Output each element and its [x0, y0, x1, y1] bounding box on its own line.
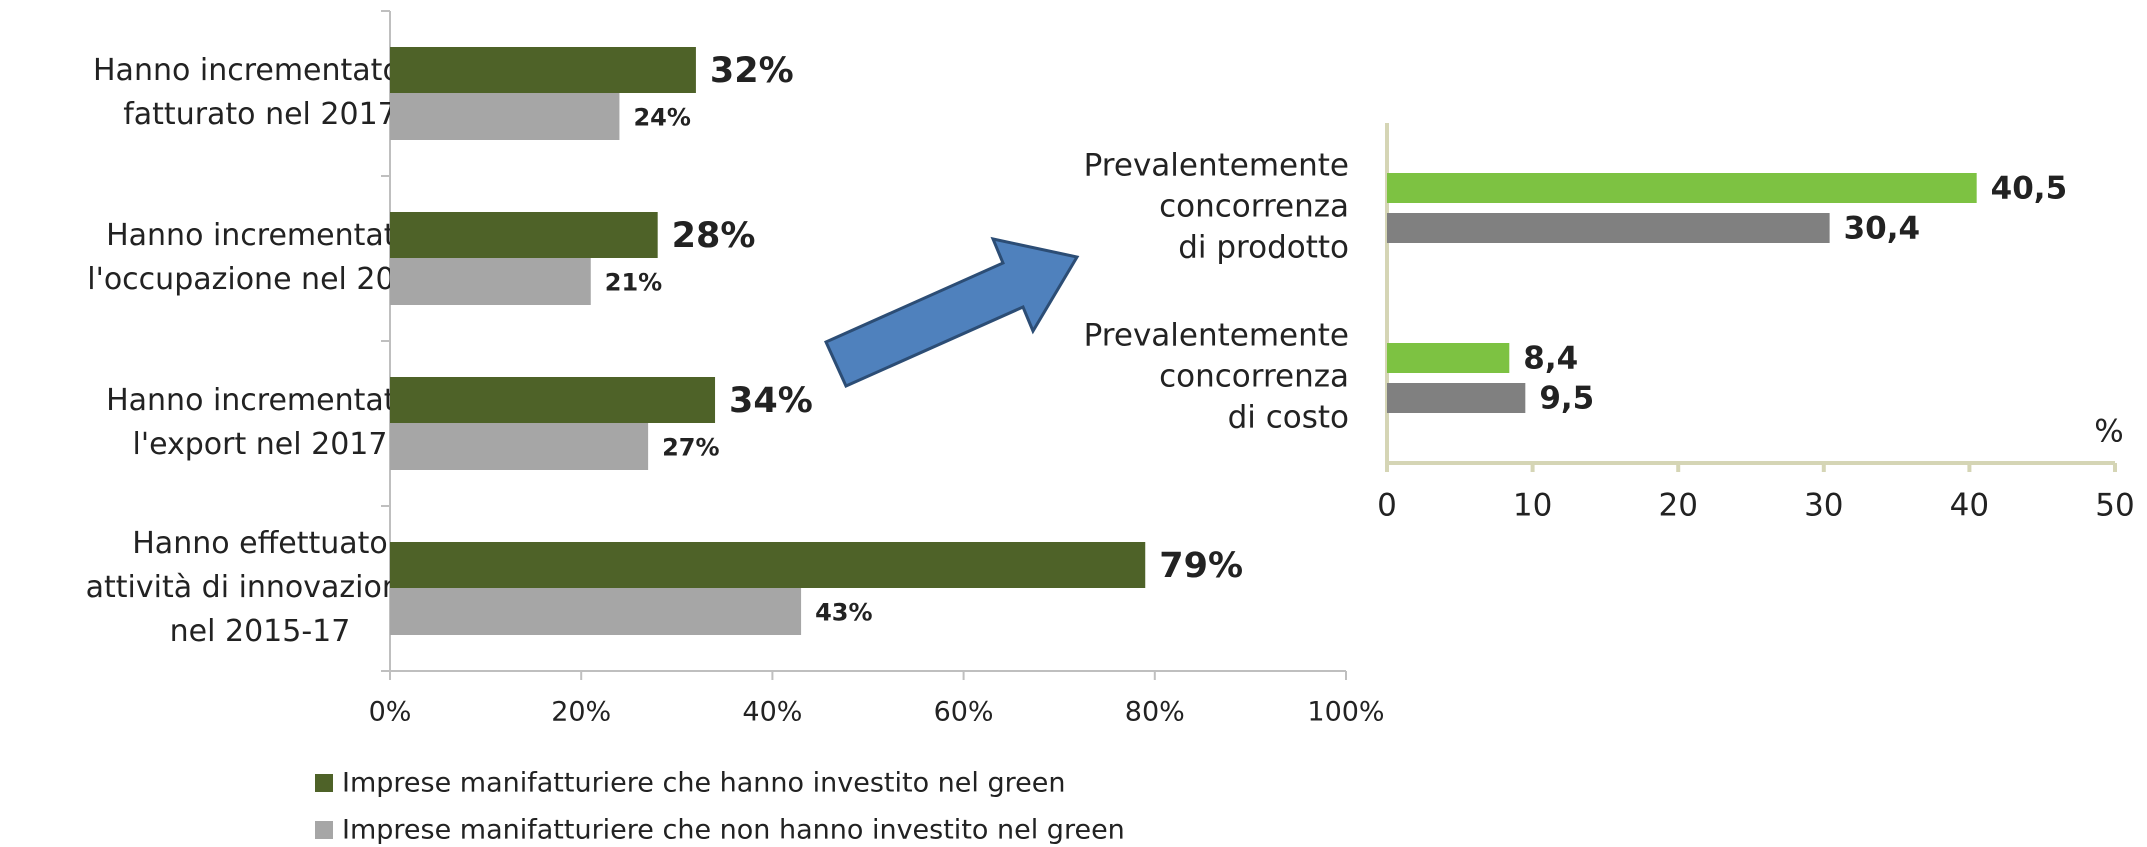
category-label: l'export nel 2017: [133, 427, 388, 462]
x-tick-label: 40%: [742, 697, 802, 728]
value-label: 28%: [672, 216, 756, 256]
x-axis-label: %: [2094, 414, 2123, 450]
x-tick-label: 0%: [369, 697, 412, 728]
category-label: Prevalentemente: [1084, 148, 1349, 184]
x-tick-label: 100%: [1307, 697, 1384, 728]
value-label: 27%: [662, 434, 719, 462]
x-tick-label: 50: [2095, 488, 2134, 524]
x-tick-label: 30: [1804, 488, 1843, 524]
category-label: di costo: [1228, 400, 1349, 436]
category-label: l'occupazione nel 2017: [87, 262, 433, 297]
value-label: 8,4: [1523, 341, 1578, 377]
x-tick-label: 20%: [551, 697, 611, 728]
value-label: 34%: [729, 381, 813, 421]
category-label: nel 2015-17: [170, 614, 351, 649]
category-label: attività di innovazione*: [86, 570, 435, 605]
value-label: 21%: [605, 269, 662, 297]
category-label: Hanno incrementato: [106, 218, 414, 253]
category-label: concorrenza: [1159, 359, 1349, 395]
bar: [1387, 343, 1510, 373]
legend-swatch: [315, 821, 333, 839]
value-label: 79%: [1159, 546, 1243, 586]
x-tick-label: 40: [1950, 488, 1989, 524]
bar: [390, 423, 649, 470]
value-label: 43%: [815, 599, 872, 627]
category-label: Hanno incrementato: [106, 383, 414, 418]
legend-label: Imprese manifatturiere che non hanno inv…: [342, 815, 1125, 846]
bar: [1387, 383, 1526, 413]
bar: [390, 588, 802, 635]
bar: [390, 377, 716, 423]
category-label: Hanno incrementato il: [93, 53, 427, 88]
value-label: 9,5: [1539, 381, 1594, 417]
bar: [1387, 173, 1977, 203]
category-label: Prevalentemente: [1084, 318, 1349, 354]
category-label: Hanno effettuato: [132, 526, 387, 561]
arrow: [824, 236, 1080, 388]
x-tick-label: 80%: [1125, 697, 1185, 728]
bar: [1387, 213, 1830, 243]
value-label: 24%: [633, 104, 690, 132]
bar: [390, 258, 591, 305]
value-label: 40,5: [1991, 171, 2068, 207]
category-label: di prodotto: [1178, 230, 1349, 266]
category-label: concorrenza: [1159, 189, 1349, 225]
x-tick-label: 0: [1377, 488, 1397, 524]
legend-swatch: [315, 774, 333, 792]
x-tick-label: 60%: [934, 697, 994, 728]
bar: [390, 93, 620, 140]
value-label: 30,4: [1844, 211, 1921, 247]
x-tick-label: 20: [1658, 488, 1697, 524]
bar: [390, 542, 1146, 588]
category-label: fatturato nel 2017: [123, 97, 397, 132]
legend-label: Imprese manifatturiere che hanno investi…: [342, 768, 1065, 799]
bar: [390, 212, 658, 258]
value-label: 32%: [710, 51, 794, 91]
x-tick-label: 10: [1513, 488, 1552, 524]
bar: [390, 47, 696, 93]
